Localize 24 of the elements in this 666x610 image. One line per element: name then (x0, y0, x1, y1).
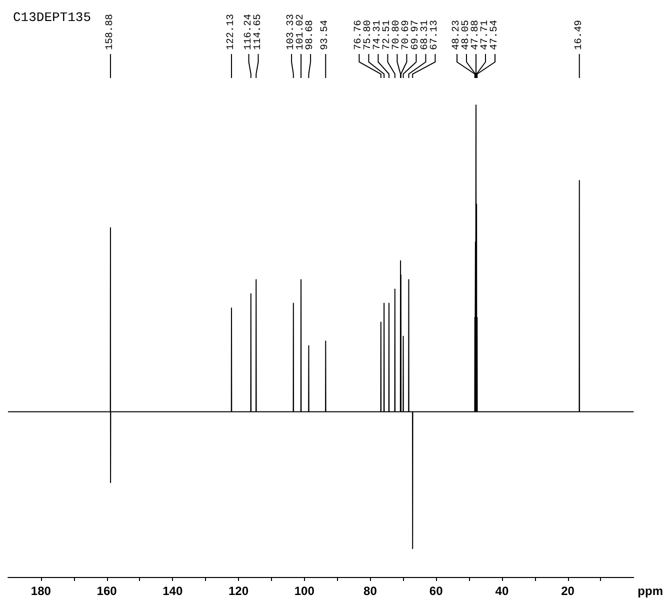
annotation: 67.13 (430, 20, 441, 50)
x-tick-label: 140 (162, 584, 183, 598)
annotation: 47.71 (480, 20, 491, 50)
x-tick-label: 60 (429, 584, 444, 598)
annotation: 98.68 (305, 20, 316, 50)
annotation: 47.88 (470, 20, 482, 50)
annotation: 114.65 (252, 14, 264, 50)
x-tick-label: 120 (228, 584, 249, 598)
annotation: 158.88 (104, 14, 116, 50)
annotation: 93.54 (320, 20, 332, 50)
x-tick-label: 100 (294, 584, 315, 598)
x-axis-title: ppm (638, 584, 664, 598)
annotation: 122.13 (226, 14, 237, 50)
x-tick-label: 160 (96, 584, 118, 598)
x-tick-label: 180 (30, 584, 52, 598)
annotation: 16.49 (574, 20, 585, 50)
x-tick-label: 40 (495, 584, 509, 598)
annotation: 47.54 (489, 20, 500, 50)
annotation: 48.23 (451, 20, 462, 50)
annotation: 48.05 (460, 20, 472, 50)
x-tick-label: 20 (561, 584, 575, 598)
chart-title: C13DEPT135 (13, 10, 92, 25)
annotation: 116.24 (243, 14, 254, 50)
x-tick-label: 80 (364, 584, 378, 598)
